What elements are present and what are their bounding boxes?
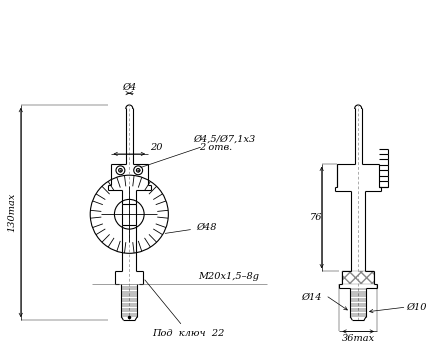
Text: Ø10: Ø10 — [406, 303, 427, 312]
Text: 20: 20 — [150, 144, 162, 152]
Text: 76: 76 — [310, 213, 322, 222]
Text: Под  ключ  22: Под ключ 22 — [145, 280, 224, 338]
Text: Ø4,5/Ø7,1х3: Ø4,5/Ø7,1х3 — [141, 135, 256, 167]
Text: Ø48: Ø48 — [165, 223, 216, 233]
Text: 130max: 130max — [7, 193, 17, 232]
Text: M20х1,5–8g: M20х1,5–8g — [198, 272, 259, 281]
Text: Ø14: Ø14 — [302, 293, 322, 302]
Text: 36max: 36max — [342, 334, 375, 343]
Text: 2 отв.: 2 отв. — [199, 142, 233, 151]
Text: Ø4: Ø4 — [122, 83, 136, 92]
